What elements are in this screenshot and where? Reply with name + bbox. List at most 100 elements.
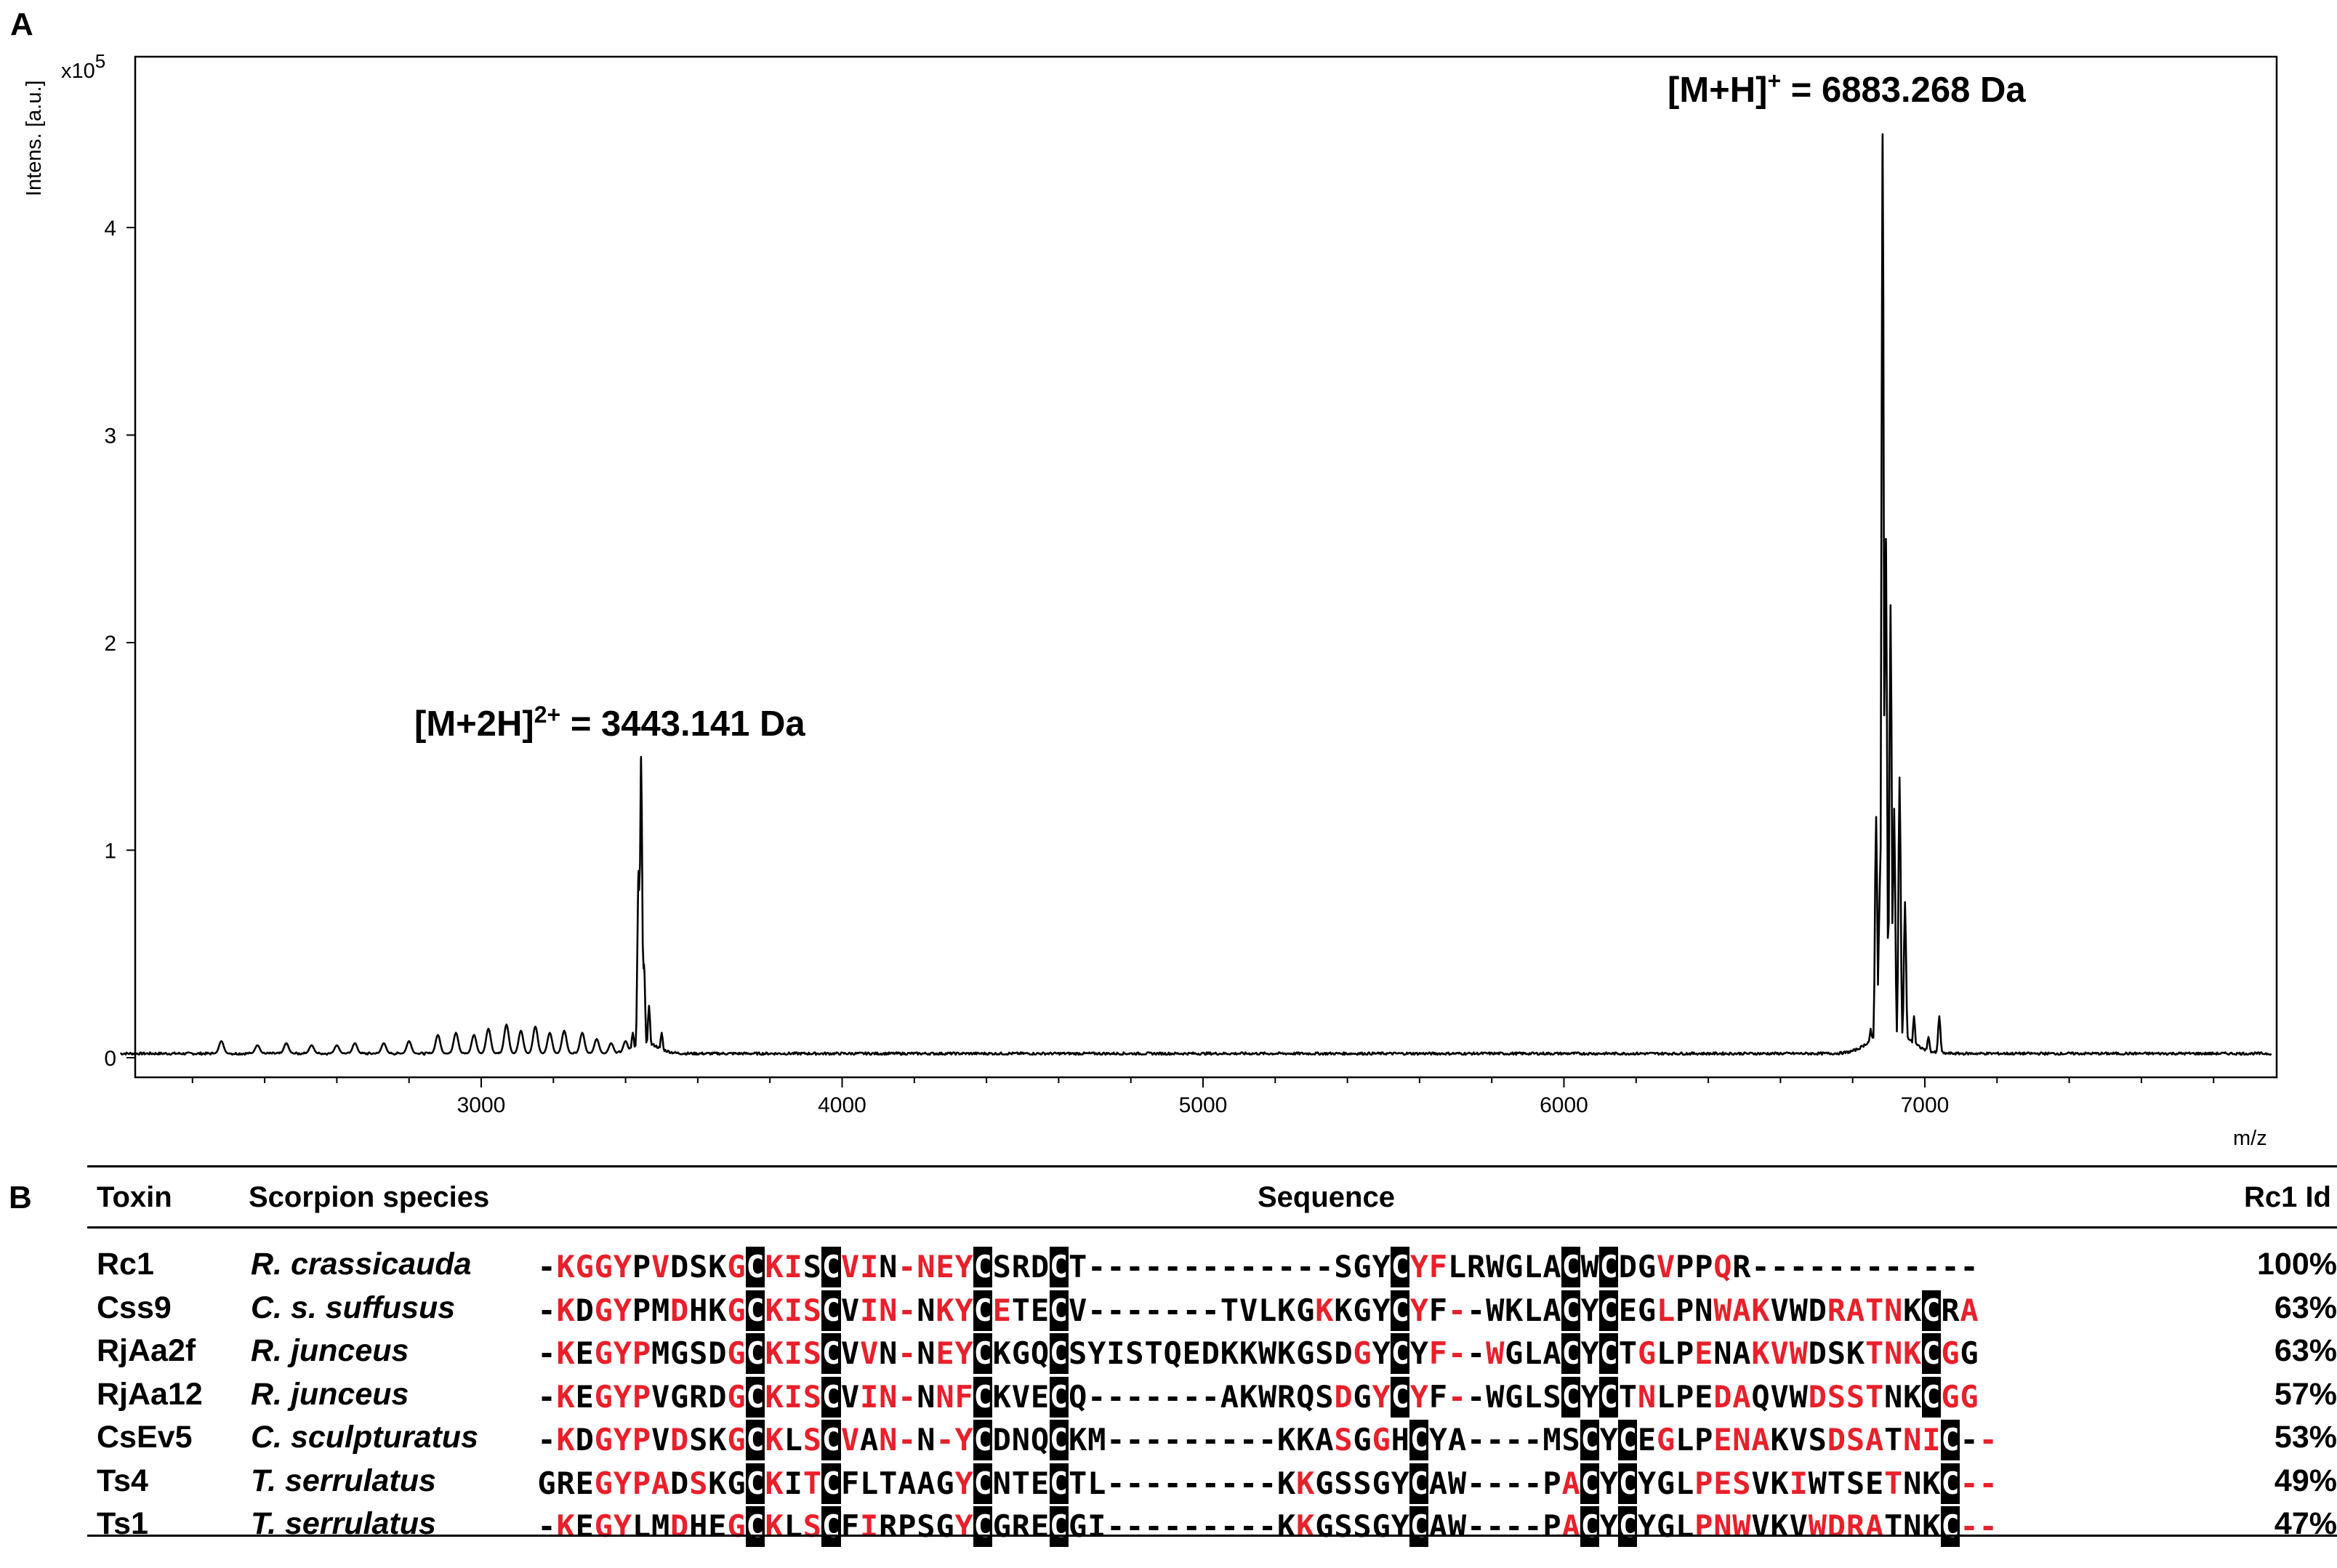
residue: G <box>1637 1249 1657 1284</box>
alignment-row: Ts4 T. serrulatus GREGYPADSKGCKITCFLTAAGYC… <box>87 1463 2337 1507</box>
residue: D <box>670 1508 689 1544</box>
residue: R <box>556 1465 575 1501</box>
residue: L <box>1524 1378 1542 1415</box>
residue: E <box>1694 1378 1713 1415</box>
residue: D <box>670 1292 689 1328</box>
residue: N <box>1732 1422 1751 1458</box>
alignment-row: RjAa2f R. junceus -KEGYPMGSDGCKISCVVN-NEYC… <box>87 1333 2337 1377</box>
residue: C <box>1391 1247 1410 1287</box>
residue: G <box>727 1378 746 1415</box>
residue: Y <box>1372 1292 1391 1328</box>
residue: C <box>973 1333 993 1374</box>
residue: - <box>1182 1465 1201 1501</box>
residue: C <box>746 1290 765 1331</box>
alignment-table: B Toxin Scorpion species Sequence Rc1 Id… <box>9 1165 2337 1547</box>
residue: D <box>1827 1508 1846 1544</box>
residue: - <box>1979 1465 1998 1501</box>
residue: C <box>1409 1420 1429 1460</box>
residue: S <box>803 1249 821 1284</box>
residue: - <box>1163 1508 1182 1544</box>
residue: Y <box>954 1508 973 1544</box>
residue: K <box>1296 1508 1315 1544</box>
header-sequence: Sequence <box>1258 1181 1395 1213</box>
residue: - <box>1846 1249 1865 1284</box>
residue: A <box>1960 1292 1979 1328</box>
residue: V <box>651 1378 670 1415</box>
residue: S <box>1542 1378 1561 1415</box>
sequence: -KEGYPVGRDGCKISCVIN-NNFCKVECQ-------AKWR… <box>537 1376 1979 1418</box>
residue: K <box>1334 1292 1353 1328</box>
residue: K <box>1903 1335 1922 1371</box>
residue: W <box>1486 1378 1505 1415</box>
residue: - <box>1220 1422 1239 1458</box>
residue: L <box>1656 1335 1676 1371</box>
residue: - <box>1125 1465 1144 1501</box>
residue: G <box>1296 1335 1315 1371</box>
residue: C <box>973 1290 993 1331</box>
residue: C <box>1618 1506 1638 1547</box>
residue: D <box>670 1465 689 1501</box>
residue: G <box>1353 1292 1372 1328</box>
residue: L <box>1258 1292 1277 1328</box>
residue: - <box>1239 1508 1258 1544</box>
residue: V <box>840 1422 860 1458</box>
x-axis-label: m/z <box>2233 1127 2267 1150</box>
residue: - <box>1144 1465 1163 1501</box>
residue: - <box>1087 1378 1106 1415</box>
residue: N <box>917 1249 936 1284</box>
residue: R <box>1846 1508 1865 1544</box>
sequence: -KDGYPVDSKGCKLSCVAN-N-YCDNQCKM---------K… <box>537 1420 1998 1460</box>
x-tick-label: 6000 <box>1540 1093 1588 1117</box>
residue: - <box>1163 1465 1182 1501</box>
residue: I <box>784 1378 803 1415</box>
residue: V <box>1770 1378 1789 1415</box>
residue: N <box>879 1335 898 1371</box>
residue: A <box>1428 1508 1448 1544</box>
residue: S <box>1315 1378 1334 1415</box>
residue: F <box>1428 1292 1448 1328</box>
x-axis: 3000 4000 5000 6000 7000 <box>191 1077 2215 1117</box>
residue: Y <box>613 1508 632 1544</box>
residue: D <box>1201 1335 1220 1371</box>
residue: P <box>1694 1422 1713 1458</box>
x-tick-label: 7000 <box>1901 1093 1950 1117</box>
residue: P <box>898 1508 917 1544</box>
residue: A <box>1561 1465 1580 1501</box>
residue: K <box>765 1508 784 1544</box>
residue: F <box>840 1465 860 1501</box>
residue: G <box>1372 1508 1391 1544</box>
residue: C <box>746 1506 765 1547</box>
residue: P <box>1676 1292 1694 1328</box>
sequence: -KDGYPMDHKGCKISCVIN-NKYCETECV-------TVLK… <box>537 1290 1979 1331</box>
residue: D <box>670 1422 689 1458</box>
residue: - <box>1979 1422 1998 1458</box>
residue: C <box>1599 1247 1619 1287</box>
residue: Y <box>1580 1335 1599 1371</box>
residue: E <box>1030 1292 1050 1328</box>
residue: - <box>1125 1422 1144 1458</box>
residue: A <box>1447 1422 1467 1458</box>
residue: - <box>1827 1249 1846 1284</box>
residue: - <box>1182 1249 1201 1284</box>
identity-percent: 57% <box>2274 1376 2337 1412</box>
residue: N <box>917 1292 936 1328</box>
residue: W <box>1789 1378 1808 1415</box>
residue: G <box>1505 1378 1524 1415</box>
residue: Y <box>613 1465 632 1501</box>
residue: G <box>594 1335 613 1371</box>
y-tick-label: 0 <box>104 1047 116 1071</box>
residue: - <box>1315 1249 1334 1284</box>
residue: - <box>1258 1465 1277 1501</box>
residue: N <box>879 1249 898 1284</box>
residue: C <box>973 1247 993 1287</box>
residue: S <box>689 1422 708 1458</box>
residue: C <box>1618 1463 1638 1504</box>
residue: Y <box>954 1292 973 1328</box>
residue: S <box>803 1508 821 1544</box>
residue: C <box>1940 1463 1960 1504</box>
residue: G <box>1372 1465 1391 1501</box>
residue: G <box>670 1378 689 1415</box>
residue: T <box>1827 1465 1846 1501</box>
residue: C <box>1049 1333 1069 1374</box>
residue: W <box>1486 1335 1505 1371</box>
